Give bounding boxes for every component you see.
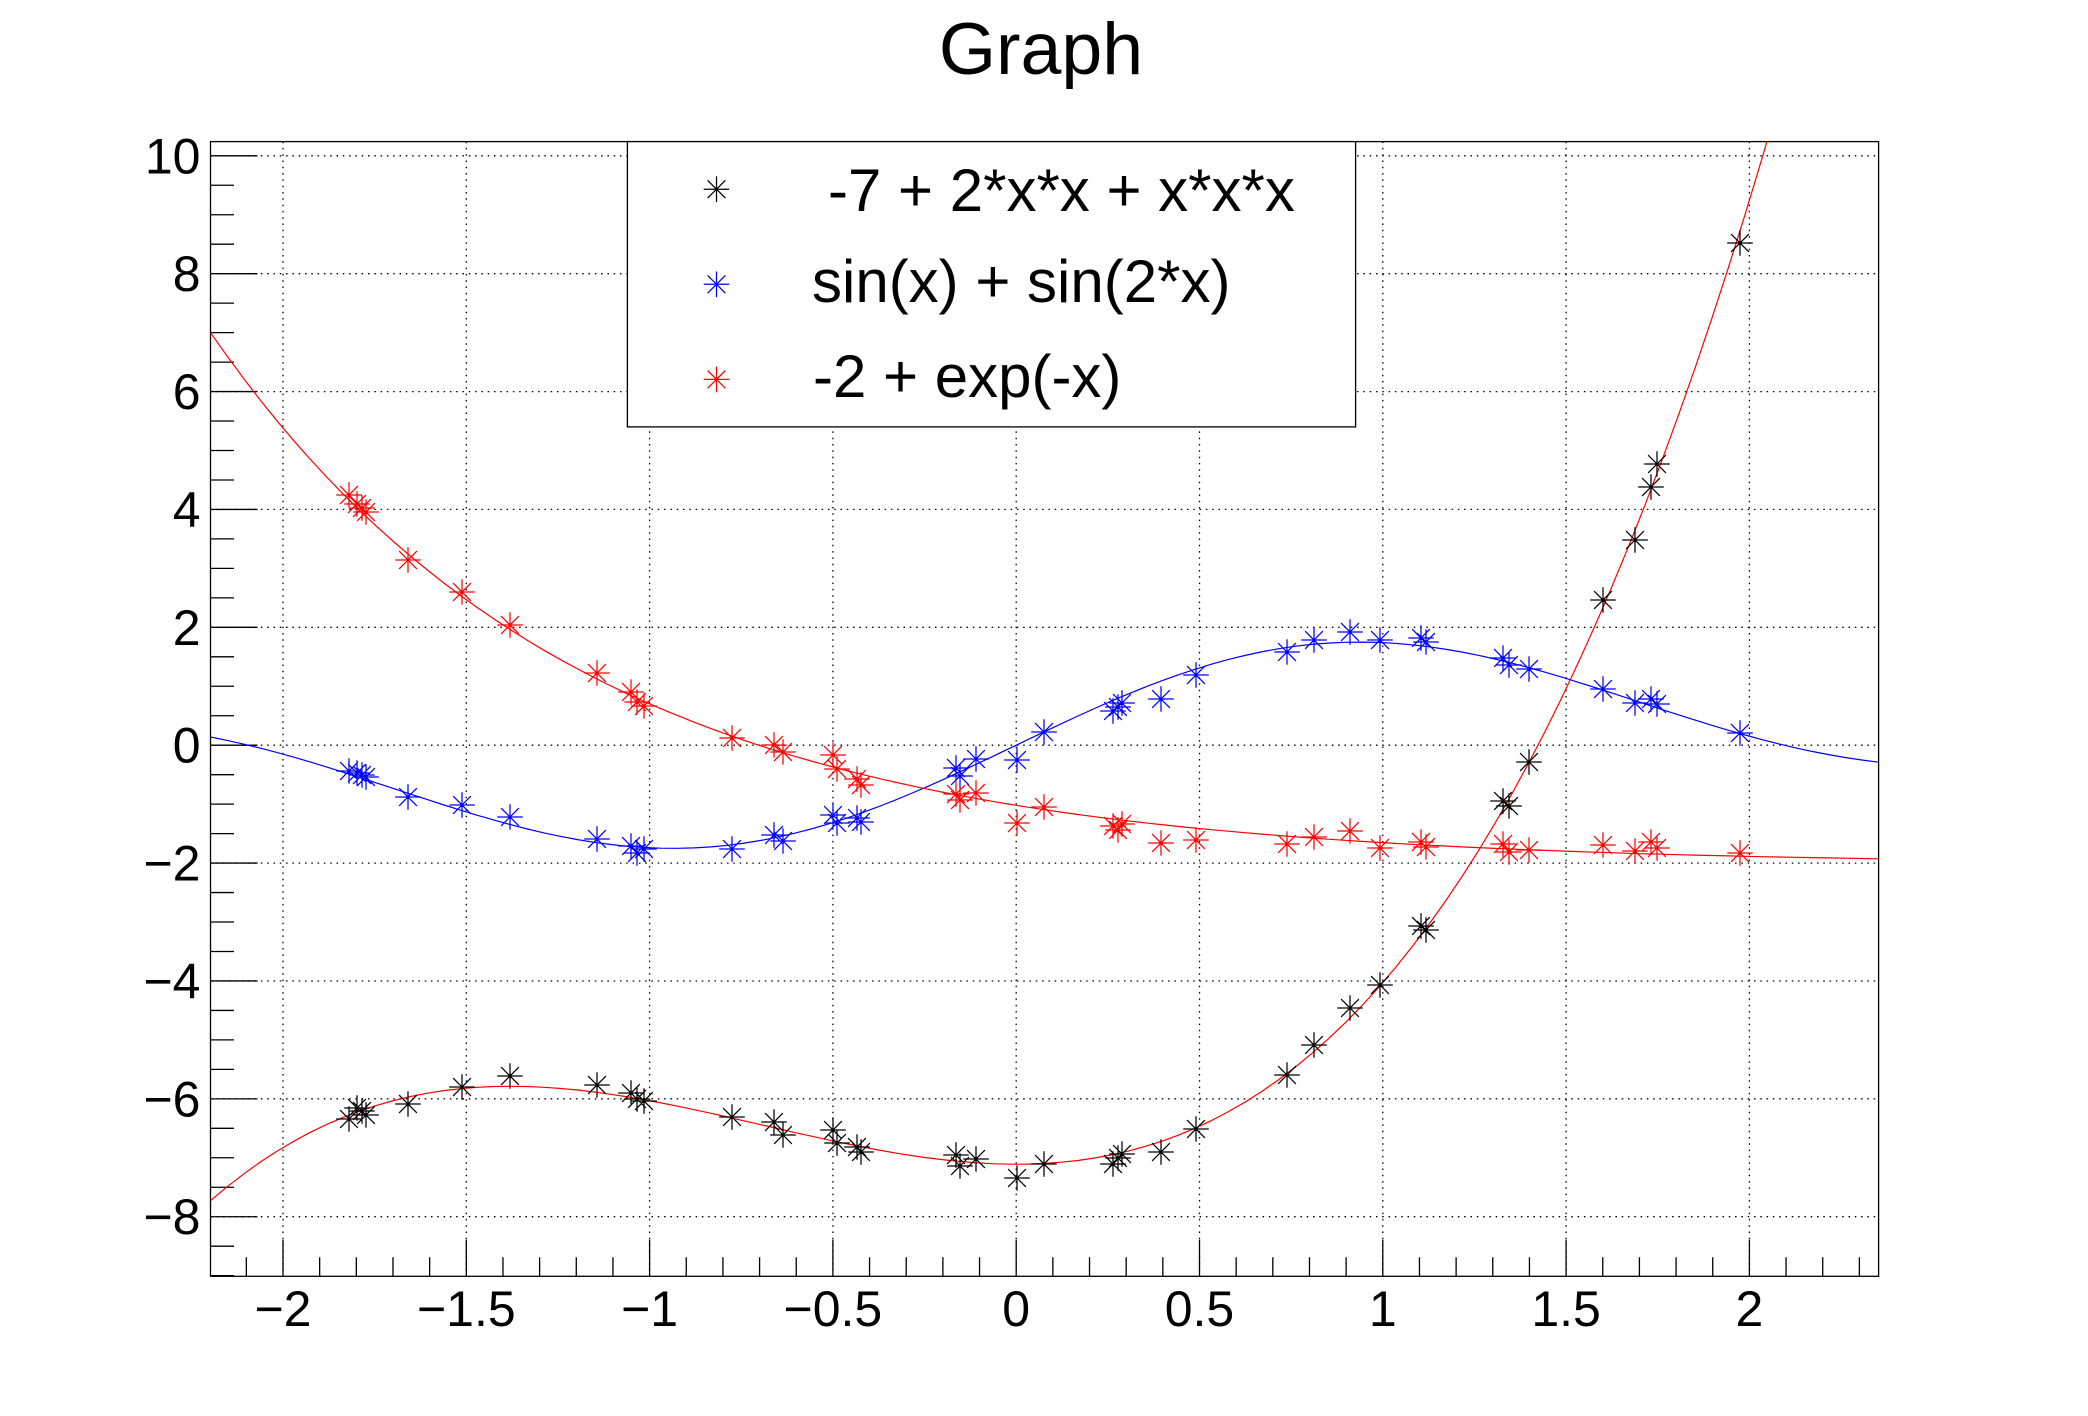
svg-text:−8: −8	[143, 1189, 200, 1245]
svg-text:-7 + 2*x*x + x*x*x: -7 + 2*x*x + x*x*x	[828, 157, 1295, 224]
svg-text:8: 8	[173, 246, 201, 302]
svg-text:6: 6	[173, 364, 201, 420]
svg-text:1.5: 1.5	[1531, 1281, 1601, 1337]
svg-text:0: 0	[1002, 1281, 1030, 1337]
svg-text:−4: −4	[143, 954, 200, 1010]
svg-text:2: 2	[173, 600, 201, 656]
svg-text:10: 10	[145, 128, 201, 184]
svg-text:−2: −2	[143, 836, 200, 892]
svg-text:0.5: 0.5	[1165, 1281, 1235, 1337]
svg-text:0: 0	[173, 718, 201, 774]
svg-text:−1.5: −1.5	[417, 1281, 516, 1337]
svg-text:-2 + exp(-x): -2 + exp(-x)	[813, 343, 1121, 410]
svg-text:Graph: Graph	[939, 7, 1143, 90]
svg-text:−0.5: −0.5	[784, 1281, 883, 1337]
svg-text:sin(x) + sin(2*x): sin(x) + sin(2*x)	[812, 248, 1230, 315]
svg-text:−2: −2	[254, 1281, 311, 1337]
svg-text:−6: −6	[143, 1071, 200, 1127]
svg-text:4: 4	[173, 482, 201, 538]
svg-text:1: 1	[1369, 1281, 1397, 1337]
svg-text:2: 2	[1735, 1281, 1763, 1337]
svg-text:−1: −1	[621, 1281, 678, 1337]
